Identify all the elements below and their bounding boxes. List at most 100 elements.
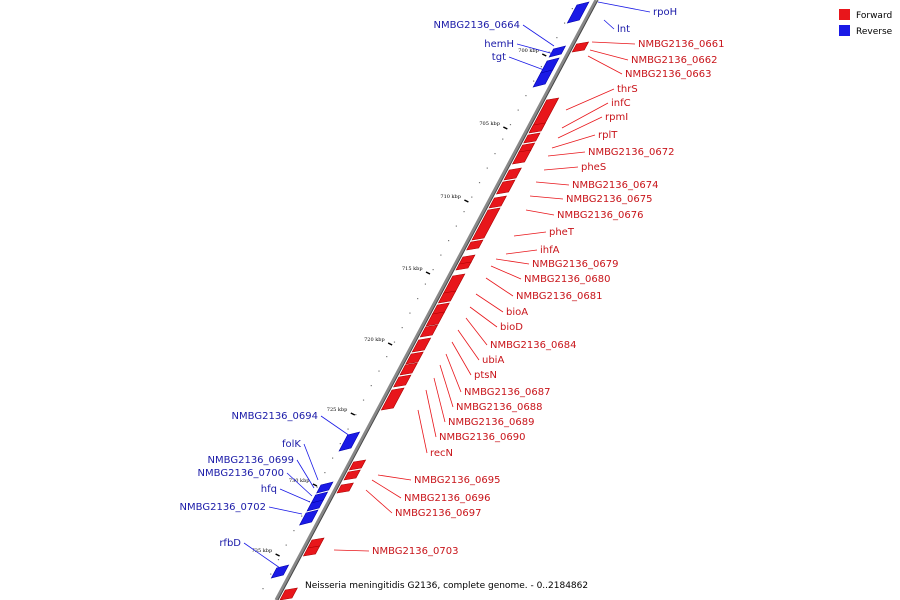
gene-label-NMBG2136_0664: NMBG2136_0664 xyxy=(434,20,520,31)
label-leader xyxy=(516,43,555,55)
label-leader xyxy=(522,24,555,47)
minor-tick xyxy=(478,182,481,184)
minor-tick xyxy=(502,138,504,140)
tick-label: 710 kbp xyxy=(440,194,461,200)
label-leader xyxy=(303,443,319,481)
legend-forward-label: Forward xyxy=(856,11,892,21)
minor-tick xyxy=(347,428,349,430)
forward-feature xyxy=(380,387,405,411)
forward-feature xyxy=(528,122,546,134)
tick-mark xyxy=(312,483,318,487)
legend-forward-swatch xyxy=(839,9,850,20)
forward-feature xyxy=(523,132,541,144)
label-leader xyxy=(543,166,579,171)
gene-label-bioA: bioA xyxy=(506,307,528,318)
minor-tick xyxy=(393,341,396,343)
forward-feature xyxy=(455,261,472,271)
gene-label-ptsN: ptsN xyxy=(474,370,497,381)
minor-tick xyxy=(262,588,264,590)
gene-label-tgt: tgt xyxy=(492,52,506,63)
label-leader xyxy=(377,474,412,481)
minor-tick xyxy=(440,254,442,256)
gene-label-recN: recN xyxy=(430,448,453,459)
tick-label: 715 kbp xyxy=(402,266,423,272)
tick-layer: 700 kbp 705 kbp 710 kbp 715 kbp 720 kbp 725 k… xyxy=(252,8,573,590)
gene-label-ubiA: ubiA xyxy=(482,355,504,366)
minor-tick xyxy=(370,385,372,387)
label-leader xyxy=(490,265,522,280)
tick-label: 725 kbp xyxy=(327,407,348,413)
gene-label-lnt: lnt xyxy=(617,24,630,35)
minor-tick xyxy=(556,37,558,39)
gene-label-rpoH: rpoH xyxy=(653,7,677,18)
gene-label-NMBG2136_0680: NMBG2136_0680 xyxy=(524,274,610,285)
tick-mark xyxy=(387,342,393,346)
gene-label-NMBG2136_0663: NMBG2136_0663 xyxy=(625,69,711,80)
minor-tick xyxy=(432,269,434,271)
tick-label: 730 kbp xyxy=(289,478,310,484)
gene-label-infC: infC xyxy=(611,98,631,109)
label-leader xyxy=(525,209,555,216)
label-leader xyxy=(535,181,570,186)
minor-tick xyxy=(401,327,403,329)
tick-label: 705 kbp xyxy=(479,121,500,127)
minor-tick xyxy=(564,22,566,24)
minor-tick xyxy=(301,515,303,517)
forward-feature xyxy=(571,41,590,53)
minor-tick xyxy=(448,240,450,242)
minor-tick xyxy=(571,8,573,10)
gene-label-NMBG2136_0690: NMBG2136_0690 xyxy=(439,432,525,443)
label-leader xyxy=(495,258,530,265)
minor-tick xyxy=(455,225,457,227)
label-leader xyxy=(433,377,446,423)
gene-label-NMBG2136_0684: NMBG2136_0684 xyxy=(490,340,576,351)
tick-label: 735 kbp xyxy=(252,548,273,554)
reverse-feature xyxy=(270,564,290,579)
reverse-feature xyxy=(316,481,334,494)
gene-label-pheS: pheS xyxy=(581,162,606,173)
label-leader xyxy=(557,116,603,139)
tick-mark xyxy=(275,553,280,557)
forward-feature xyxy=(419,324,439,338)
gene-label-NMBG2136_0688: NMBG2136_0688 xyxy=(456,402,542,413)
minor-tick xyxy=(463,211,465,213)
gene-label-NMBG2136_0702: NMBG2136_0702 xyxy=(180,502,266,513)
forward-feature xyxy=(511,149,532,165)
minor-tick xyxy=(355,414,357,416)
minor-tick xyxy=(540,66,542,68)
genome-backbone-shadow xyxy=(277,0,599,600)
gene-label-ihfA: ihfA xyxy=(540,245,560,256)
label-leader xyxy=(561,102,609,129)
minor-tick xyxy=(509,124,512,126)
label-leader xyxy=(296,459,315,489)
gene-label-NMBG2136_0676: NMBG2136_0676 xyxy=(557,210,643,221)
forward-feature xyxy=(466,239,484,251)
gene-label-NMBG2136_0674: NMBG2136_0674 xyxy=(572,180,658,191)
tick-mark xyxy=(425,271,431,275)
label-leader xyxy=(365,489,393,514)
forward-feature xyxy=(399,362,418,376)
gene-label-NMBG2136_0661: NMBG2136_0661 xyxy=(638,39,724,50)
minor-tick xyxy=(332,457,334,459)
minor-tick xyxy=(316,486,318,488)
genome-caption: Neisseria meningitidis G2136, complete g… xyxy=(305,581,588,591)
minor-tick xyxy=(277,559,280,561)
label-leader xyxy=(286,472,313,497)
label-leader xyxy=(268,506,303,515)
label-leader xyxy=(425,389,437,438)
minor-tick xyxy=(378,370,380,372)
tick-mark xyxy=(502,126,508,130)
label-leader xyxy=(333,549,370,552)
gene-label-rpmI: rpmI xyxy=(605,112,628,123)
label-leader xyxy=(417,409,428,454)
gene-label-NMBG2136_0695: NMBG2136_0695 xyxy=(414,475,500,486)
reverse-feature xyxy=(548,45,567,58)
minor-tick xyxy=(486,167,488,169)
forward-feature xyxy=(471,207,501,241)
gene-label-NMBG2136_0696: NMBG2136_0696 xyxy=(404,493,490,504)
label-leader xyxy=(587,55,623,75)
forward-feature xyxy=(437,290,457,304)
reverse-feature xyxy=(299,509,319,526)
minor-tick xyxy=(494,153,496,155)
